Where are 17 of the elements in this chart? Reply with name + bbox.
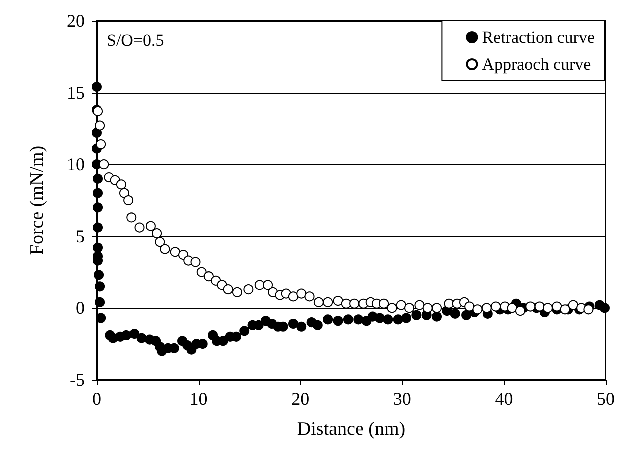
y-tick-label: 15 <box>67 82 85 103</box>
y-tick-label: 5 <box>76 226 85 246</box>
annotation: S/O=0.5 <box>107 31 164 50</box>
x-tick-label: 50 <box>597 389 615 409</box>
x-tick-label: 0 <box>92 389 102 409</box>
legend-label: Retraction curve <box>482 28 596 47</box>
x-tick-label: 30 <box>393 389 412 409</box>
y-tick-label: 20 <box>67 11 85 31</box>
y-axis-title: Force (mN/m) <box>27 146 48 256</box>
x-tick-label: 40 <box>495 389 514 409</box>
x-tick-label: 10 <box>190 389 208 409</box>
y-tick-label: -5 <box>70 370 85 390</box>
x-axis-title: Distance (nm) <box>297 419 406 440</box>
y-tick-label: 10 <box>67 154 85 175</box>
x-tick-label: 20 <box>292 389 310 409</box>
legend-label: Appraoch curve <box>482 55 592 74</box>
y-tick-label: 0 <box>76 298 85 318</box>
